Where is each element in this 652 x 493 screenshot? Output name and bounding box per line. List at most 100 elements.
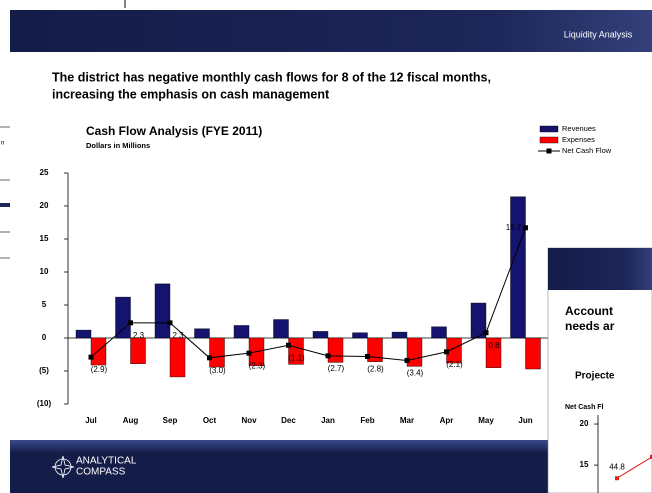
- data-label: (3.0): [209, 366, 226, 375]
- legend-swatch: [546, 148, 552, 154]
- x-tick-label: Sep: [163, 416, 178, 425]
- net-marker: [325, 353, 331, 359]
- marker: [615, 476, 619, 481]
- data-label: (2.1): [446, 360, 463, 369]
- chart-title: Cash Flow Analysis (FYE 2011): [86, 124, 262, 138]
- bar: [510, 196, 526, 339]
- slide: [10, 10, 652, 493]
- projected-chart: 15 20 44.8: [580, 415, 652, 493]
- bar: [130, 337, 146, 364]
- net-marker: [444, 349, 449, 355]
- net-marker: [365, 353, 370, 359]
- bar: [75, 329, 92, 339]
- bar: [367, 337, 383, 362]
- line: [616, 456, 652, 479]
- x-tick-label: Jul: [85, 416, 97, 425]
- y-tick-label: 5: [42, 300, 47, 309]
- net-marker: [404, 357, 410, 363]
- legend-swatch: [539, 136, 559, 144]
- annotation: 44.8: [609, 462, 625, 471]
- x-tick-label: Dec: [281, 416, 296, 425]
- data-label: (3.4): [407, 369, 424, 378]
- chart-subtitle: Net Cash Fl: [565, 404, 604, 411]
- x-tick-label: Apr: [440, 416, 454, 425]
- y-tick-label: 20: [580, 419, 589, 428]
- fragment-text: n: [1, 141, 4, 147]
- bar: [273, 319, 289, 339]
- y-tick-label: (10): [37, 399, 52, 408]
- legend-label: Net Cash Flow: [562, 146, 612, 155]
- bar: [115, 296, 131, 339]
- legend-label: Revenues: [562, 124, 596, 133]
- net-marker: [523, 225, 528, 231]
- x-tick-label: Feb: [360, 416, 374, 425]
- y-tick-label: 20: [40, 201, 49, 210]
- data-label: 2.3: [172, 331, 184, 340]
- x-tick-label: Oct: [203, 416, 217, 425]
- header-title: Liquidity Analysis: [564, 29, 633, 39]
- bar: [90, 337, 107, 366]
- logo-text: COMPASS: [76, 467, 126, 478]
- cash-flow-chart: (10) (5) 0 5 10 15 20 25 Jul Aug Sep Oct Nov Dec Jan Fe…: [37, 124, 612, 425]
- x-tick-label: Aug: [123, 416, 139, 425]
- bar: [154, 283, 171, 339]
- bar: [431, 326, 447, 339]
- net-marker: [167, 320, 173, 326]
- logo-icon: [51, 455, 75, 479]
- bar: [233, 325, 250, 339]
- logo-text: ANALYTICAL: [76, 456, 137, 467]
- overlay-window: Account needs ar Projecte Net Cash Fl 15…: [547, 247, 652, 493]
- data-label: 2.3: [133, 331, 145, 340]
- data-label: (2.7): [328, 364, 345, 373]
- bar: [194, 328, 210, 339]
- marker: [650, 454, 652, 459]
- y-tick-label: (5): [39, 366, 49, 375]
- data-label: (1.1): [288, 353, 305, 362]
- data-label: (2.9): [91, 365, 108, 374]
- y-tick-label: 15: [580, 460, 589, 469]
- footer: [10, 440, 652, 493]
- x-tick-label: Jan: [321, 416, 335, 425]
- fragment-bar: [0, 203, 10, 207]
- y-tick-label: 25: [40, 168, 49, 177]
- data-label: (2.8): [367, 365, 384, 374]
- y-tick-label: 0: [42, 333, 47, 342]
- bar: [327, 337, 344, 363]
- bar: [470, 302, 487, 339]
- bar: [169, 337, 186, 378]
- legend-label: Expenses: [562, 135, 595, 144]
- headline: The district has negative monthly cash f…: [52, 70, 491, 84]
- legend-swatch: [539, 125, 559, 133]
- x-tick-label: May: [478, 416, 494, 425]
- bar: [209, 337, 225, 368]
- bar: [485, 337, 502, 368]
- x-tick-label: Nov: [241, 416, 257, 425]
- net-marker: [246, 350, 252, 356]
- chart-subtitle: Dollars in Millions: [86, 141, 150, 150]
- net-marker: [286, 342, 291, 348]
- y-tick-label: 15: [40, 234, 49, 243]
- bar: [288, 337, 304, 365]
- net-marker: [207, 355, 212, 361]
- data-label: (2.3): [249, 361, 266, 370]
- data-label: 16.7: [506, 223, 522, 232]
- net-marker: [88, 354, 94, 360]
- net-marker: [483, 330, 489, 336]
- bar: [312, 331, 329, 339]
- net-marker: [128, 320, 133, 326]
- y-tick-label: 10: [40, 267, 49, 276]
- x-tick-label: Mar: [400, 416, 414, 425]
- x-tick-label: Jun: [518, 416, 532, 425]
- chart-title: Projecte: [575, 371, 615, 382]
- overlay-heading: Account: [565, 304, 613, 318]
- slide-header: [10, 10, 652, 52]
- bar: [391, 331, 408, 339]
- bar: [352, 332, 368, 339]
- data-label: 0.8: [488, 341, 500, 350]
- overlay-heading: needs ar: [565, 319, 615, 333]
- bar: [525, 337, 541, 370]
- headline: increasing the emphasis on cash manageme…: [52, 87, 330, 101]
- net-line: [90, 227, 526, 361]
- overlay-header: [548, 248, 652, 290]
